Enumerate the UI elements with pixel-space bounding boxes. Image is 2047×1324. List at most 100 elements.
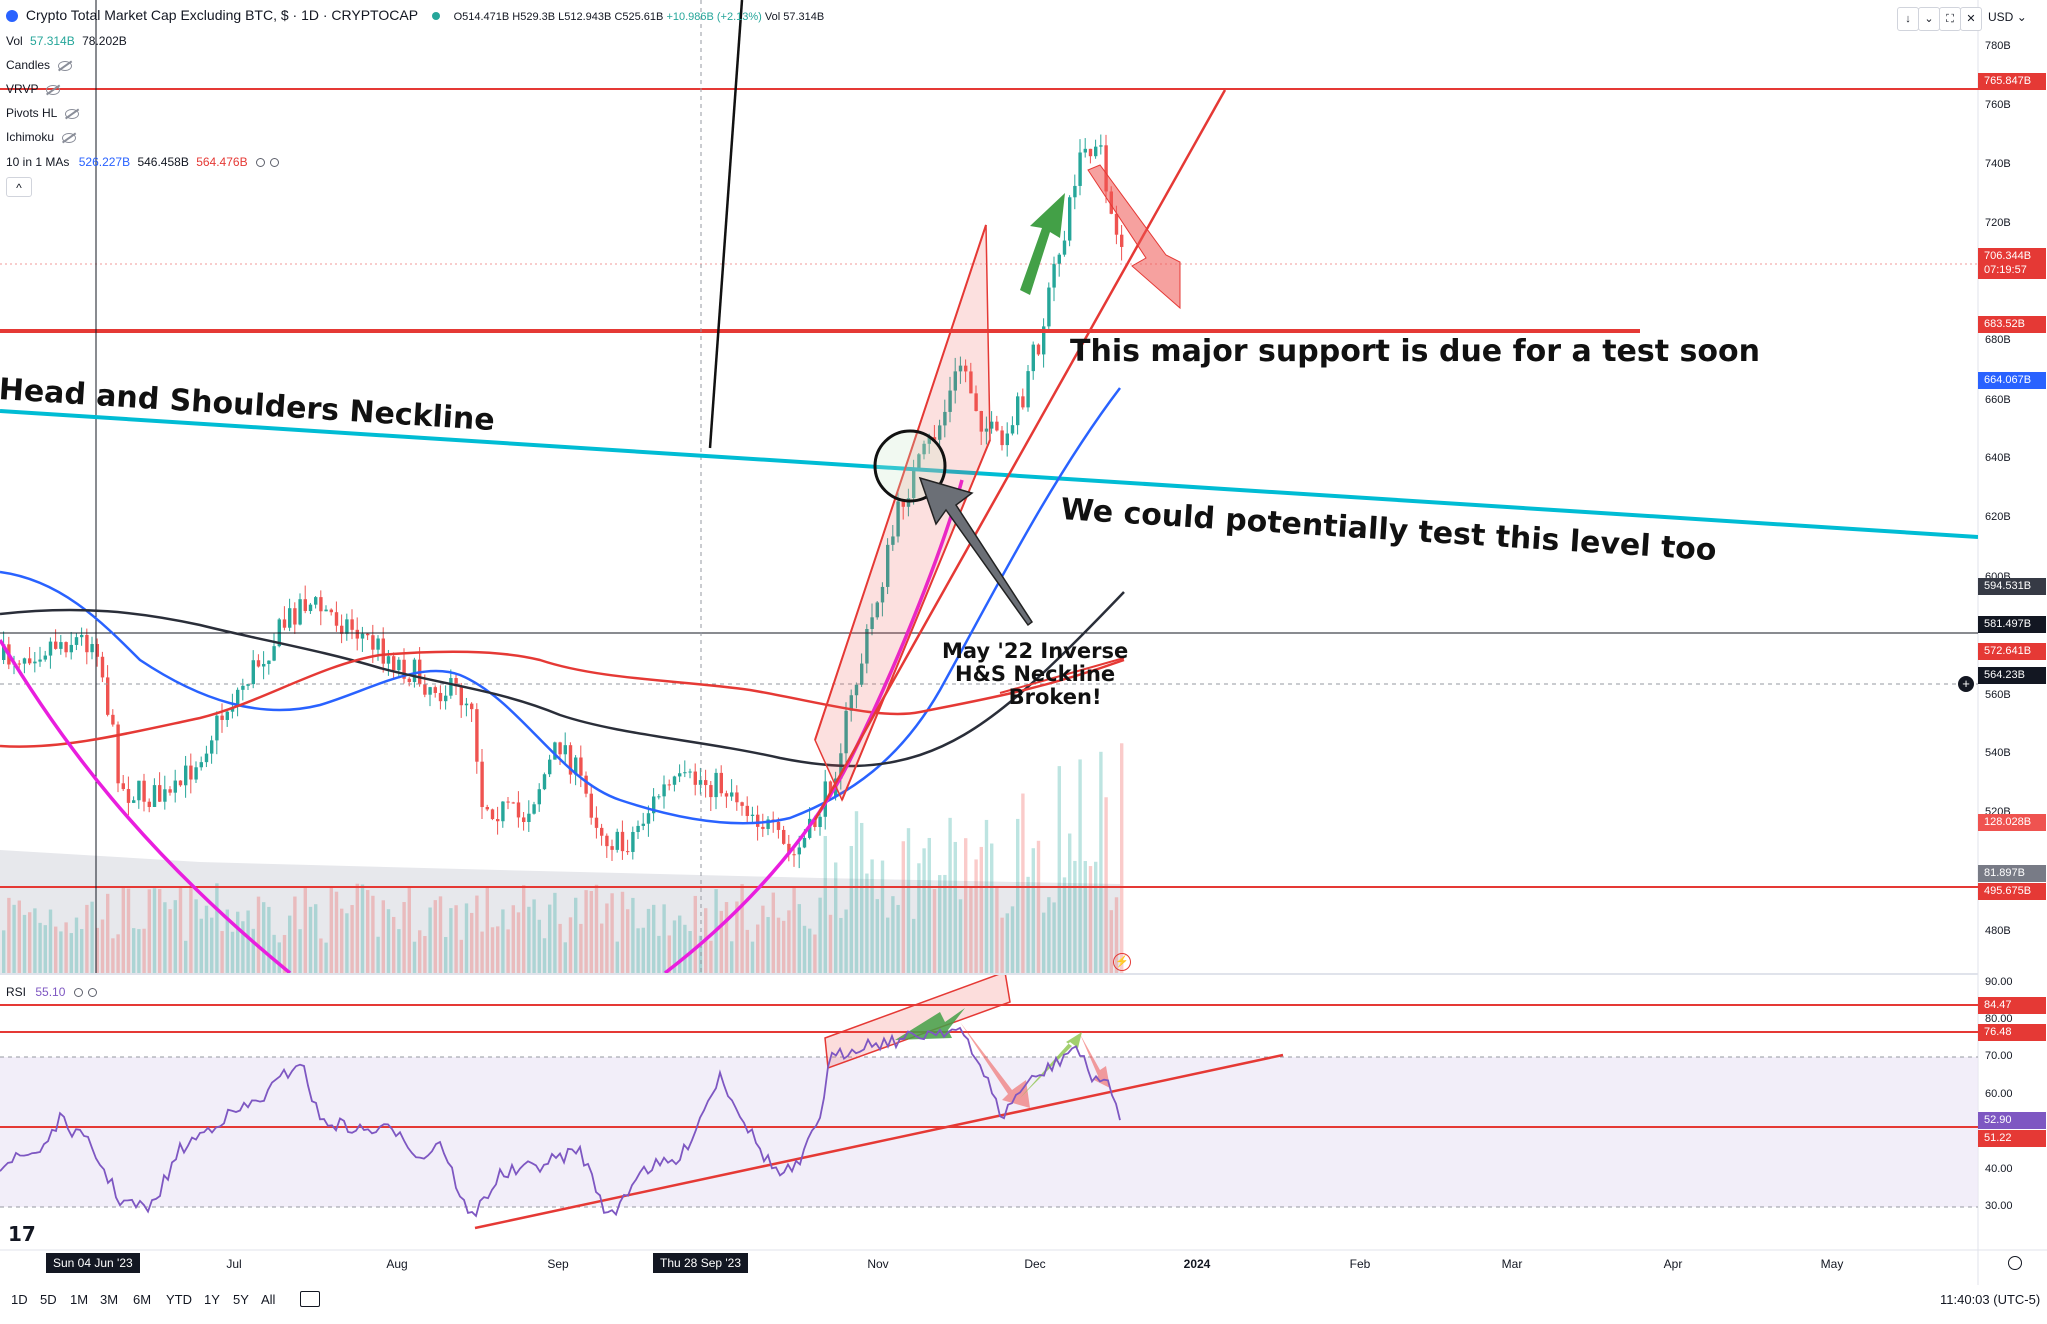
candle: [818, 816, 822, 827]
volume-bar: [64, 922, 68, 973]
volume-bar: [709, 940, 713, 973]
volume-bar: [1021, 793, 1025, 973]
timeframe-button-1d[interactable]: 1D: [11, 1292, 28, 1307]
price-tag: 664.067B: [1978, 372, 2046, 389]
indicator-vrvp[interactable]: VRVP: [6, 80, 61, 98]
timeframe-button-5y[interactable]: 5Y: [233, 1292, 249, 1307]
time-axis-label: 2024: [1183, 1257, 1211, 1271]
price-axis-label: 660B: [1985, 394, 2011, 406]
price-tag: 683.52B: [1978, 316, 2046, 333]
timeframe-button-5d[interactable]: 5D: [40, 1292, 57, 1307]
indicator-pivots[interactable]: Pivots HL: [6, 104, 80, 122]
hidden-eye-icon[interactable]: [62, 132, 77, 143]
axis-settings-icon[interactable]: [2008, 1256, 2022, 1270]
candle: [236, 689, 240, 707]
candle: [511, 802, 515, 804]
currency-select[interactable]: USD ⌄: [1988, 10, 2027, 24]
candle: [844, 710, 848, 754]
candle: [990, 421, 994, 429]
volume-bar: [1109, 910, 1113, 973]
volume-bar: [402, 902, 406, 973]
volume-bar: [750, 941, 755, 973]
volume-bar: [730, 941, 734, 973]
candle: [1057, 254, 1061, 264]
volume-bar: [80, 929, 84, 973]
candle: [683, 772, 687, 774]
candle: [854, 684, 859, 696]
crosshair-add-icon[interactable]: +: [1958, 676, 1974, 692]
market-status-icon: [431, 12, 440, 21]
volume-bar: [880, 860, 885, 973]
candle: [636, 825, 640, 832]
inverse-annotation[interactable]: May '22 Inverse H&S Neckline Broken!: [942, 639, 1129, 709]
volume-bar: [745, 929, 749, 973]
price-axis-label: 480B: [1985, 925, 2011, 937]
candle: [345, 619, 349, 634]
volume-bar: [355, 883, 359, 973]
close-icon[interactable]: ✕: [1960, 7, 1982, 31]
volume-bar: [818, 897, 822, 973]
volume-bar: [579, 923, 583, 973]
indicator-vol[interactable]: Vol 57.314B 78.202B: [6, 34, 127, 48]
volume-bar: [522, 885, 526, 973]
time-axis-label: Sep: [547, 1257, 569, 1271]
timeframe-button-ytd[interactable]: YTD: [166, 1292, 192, 1307]
rsi-legend[interactable]: RSI 55.10: [6, 983, 97, 1001]
candle: [589, 793, 593, 818]
timeframe-button-3m[interactable]: 3M: [100, 1292, 119, 1307]
volume-bar: [236, 911, 240, 973]
date-range-icon[interactable]: [300, 1291, 320, 1307]
candle: [371, 635, 375, 650]
indicator-mas[interactable]: 10 in 1 MAs 526.227B 546.458B 564.476B: [6, 153, 279, 171]
settings-icon[interactable]: [73, 988, 83, 998]
candle: [178, 780, 183, 786]
candle: [194, 767, 198, 780]
collapse-legend-button[interactable]: ^: [6, 177, 32, 197]
indicator-candles[interactable]: Candles: [6, 56, 73, 74]
candle: [147, 801, 151, 807]
volume-bar: [865, 873, 869, 973]
candle: [168, 789, 172, 793]
volume-bar: [589, 890, 593, 973]
indicator-ichimoku[interactable]: Ichimoku: [6, 128, 77, 146]
volume-bar: [423, 935, 427, 973]
volume-bar: [1042, 912, 1046, 973]
price-tag: 128.028B: [1978, 814, 2046, 831]
chevron-down-icon[interactable]: ⌄: [1918, 7, 1940, 31]
price-tag: 572.641B: [1978, 643, 2046, 660]
hidden-eye-icon[interactable]: [46, 84, 61, 95]
candle: [246, 684, 250, 686]
candle: [184, 765, 188, 786]
candle: [641, 823, 645, 826]
volume-bar: [12, 904, 16, 973]
more-icon[interactable]: [269, 158, 279, 168]
lightning-icon[interactable]: ⚡: [1113, 953, 1131, 971]
red-arrow: [1087, 164, 1181, 310]
timeframe-button-1y[interactable]: 1Y: [204, 1292, 220, 1307]
price-tag: 765.847B: [1978, 73, 2046, 90]
candle: [438, 692, 443, 702]
fullscreen-icon[interactable]: ⛶: [1939, 7, 1961, 31]
candle: [527, 813, 531, 823]
hidden-eye-icon[interactable]: [65, 108, 80, 119]
volume-bar: [766, 917, 770, 973]
symbol-title[interactable]: Crypto Total Market Cap Excluding BTC, $…: [25, 7, 418, 23]
scroll-down-icon[interactable]: ↓: [1897, 7, 1919, 31]
settings-icon[interactable]: [255, 158, 265, 168]
volume-profile-band: [0, 850, 1120, 973]
candle: [433, 687, 437, 693]
volume-bar: [184, 940, 188, 973]
more-icon[interactable]: [87, 988, 97, 998]
timeframe-button-all[interactable]: All: [261, 1292, 276, 1307]
hidden-eye-icon[interactable]: [58, 60, 73, 71]
volume-bar: [854, 811, 859, 973]
candle: [1047, 287, 1051, 327]
candle: [886, 544, 890, 587]
rsi-tag: 51.22: [1978, 1130, 2046, 1147]
clock-display[interactable]: 11:40:03 (UTC-5): [1940, 1292, 2041, 1307]
timeframe-button-1m[interactable]: 1M: [70, 1292, 89, 1307]
tradingview-logo-icon[interactable]: 17: [8, 1222, 36, 1246]
timeframe-button-6m[interactable]: 6M: [133, 1292, 152, 1307]
support-annotation[interactable]: This major support is due for a test soo…: [1070, 334, 1760, 369]
